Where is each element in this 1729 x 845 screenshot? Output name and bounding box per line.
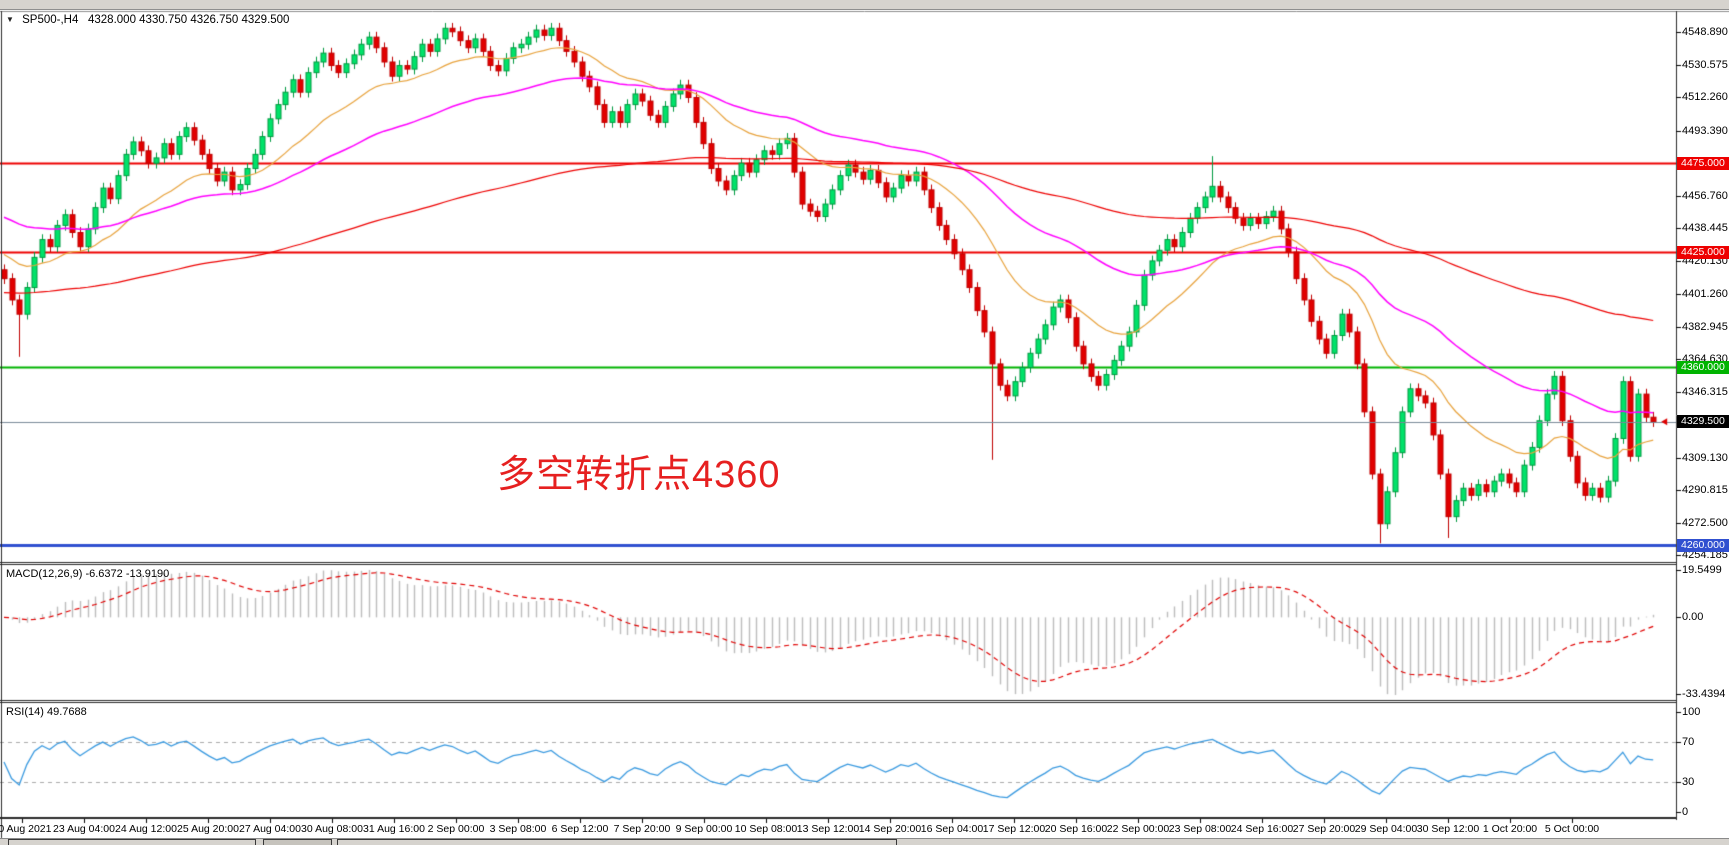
price-axis-tick: 4382.945 (1682, 320, 1728, 333)
time-axis-tick: 23 Aug 04:00 (53, 823, 115, 835)
time-axis-tick: 24 Aug 12:00 (115, 823, 177, 835)
rsi-axis-tick: 0 (1682, 806, 1689, 818)
status-section (8, 839, 256, 845)
time-axis-tick: 23 Sep 08:00 (1168, 823, 1232, 835)
rsi-indicator-label: RSI(14) 49.7688 (6, 706, 87, 718)
time-axis-tick: 7 Sep 20:00 (613, 823, 671, 835)
price-axis-tick: 4290.815 (1682, 484, 1728, 497)
symbol-dropdown-icon: ▼ (6, 15, 14, 24)
price-level-badge: 4329.500 (1677, 415, 1729, 429)
rsi-axis-tick: 70 (1682, 736, 1695, 748)
macd-indicator-label: MACD(12,26,9) -6.6372 -13.9190 (6, 568, 170, 580)
time-axis-tick: 22 Sep 00:00 (1106, 823, 1170, 835)
price-level-badge: 4360.000 (1677, 360, 1729, 374)
price-axis-tick: 4512.260 (1682, 91, 1728, 104)
time-axis-tick: 5 Oct 00:00 (1544, 823, 1600, 835)
time-axis-tick: 20 Sep 16:00 (1044, 823, 1108, 835)
price-axis-tick: 4254.185 (1682, 549, 1728, 562)
time-axis-tick: 13 Sep 12:00 (796, 823, 860, 835)
time-axis-tick: 24 Sep 16:00 (1230, 823, 1294, 835)
time-axis-tick: 3 Sep 08:00 (489, 823, 547, 835)
time-axis-tick: 30 Sep 12:00 (1416, 823, 1480, 835)
time-axis-tick: 20 Aug 2021 (0, 823, 52, 835)
macd-axis-tick: 0.00 (1682, 611, 1704, 624)
price-axis-tick: 4401.260 (1682, 288, 1728, 301)
time-axis-tick: 6 Sep 12:00 (551, 823, 609, 835)
ohlc-values: 4328.000 4330.750 4326.750 4329.500 (88, 14, 290, 26)
time-axis-tick: 29 Sep 04:00 (1354, 823, 1418, 835)
time-axis-tick: 27 Sep 20:00 (1292, 823, 1356, 835)
time-axis-tick: 27 Aug 04:00 (239, 823, 301, 835)
price-axis-tick: 4493.390 (1682, 124, 1728, 137)
price-axis-tick: 4438.445 (1682, 222, 1728, 235)
time-axis-tick: 31 Aug 16:00 (363, 823, 425, 835)
macd-axis-tick: 19.5499 (1682, 564, 1722, 576)
status-section (263, 839, 332, 845)
time-axis-tick: 1 Oct 20:00 (1482, 823, 1538, 835)
price-level-badge: 4260.000 (1677, 538, 1729, 552)
time-axis-tick: 14 Sep 20:00 (858, 823, 922, 835)
time-axis-tick: 17 Sep 12:00 (982, 823, 1046, 835)
price-axis-tick: 4456.760 (1682, 189, 1728, 202)
time-axis-tick: 16 Sep 04:00 (920, 823, 984, 835)
price-level-badge: 4475.000 (1677, 156, 1729, 170)
status-bar (0, 838, 1729, 845)
symbol-period-label: SP500-,H4 (22, 14, 79, 26)
window-top-edge (0, 0, 1729, 10)
text-annotation[interactable]: 多空转折点4360 (497, 454, 781, 496)
price-axis-tick: 4309.130 (1682, 451, 1728, 464)
chart-title: ▼ SP500-,H4 4328.000 4330.750 4326.750 4… (6, 14, 289, 26)
rsi-axis-tick: 30 (1682, 776, 1695, 788)
status-section (337, 839, 897, 845)
price-axis-tick: 4272.500 (1682, 516, 1728, 529)
price-axis-tick: 4530.575 (1682, 58, 1728, 71)
time-axis-tick: 10 Sep 08:00 (734, 823, 798, 835)
time-axis-tick: 2 Sep 00:00 (427, 823, 485, 835)
price-axis-tick: 4548.890 (1682, 26, 1728, 38)
price-axis-tick: 4346.315 (1682, 385, 1728, 398)
time-axis-tick: 9 Sep 00:00 (675, 823, 733, 835)
time-axis-tick: 30 Aug 08:00 (301, 823, 363, 835)
macd-axis-tick: -33.4394 (1682, 688, 1726, 700)
time-axis-tick: 25 Aug 20:00 (177, 823, 239, 835)
rsi-axis-tick: 100 (1682, 706, 1701, 718)
price-level-badge: 4425.000 (1677, 245, 1729, 259)
